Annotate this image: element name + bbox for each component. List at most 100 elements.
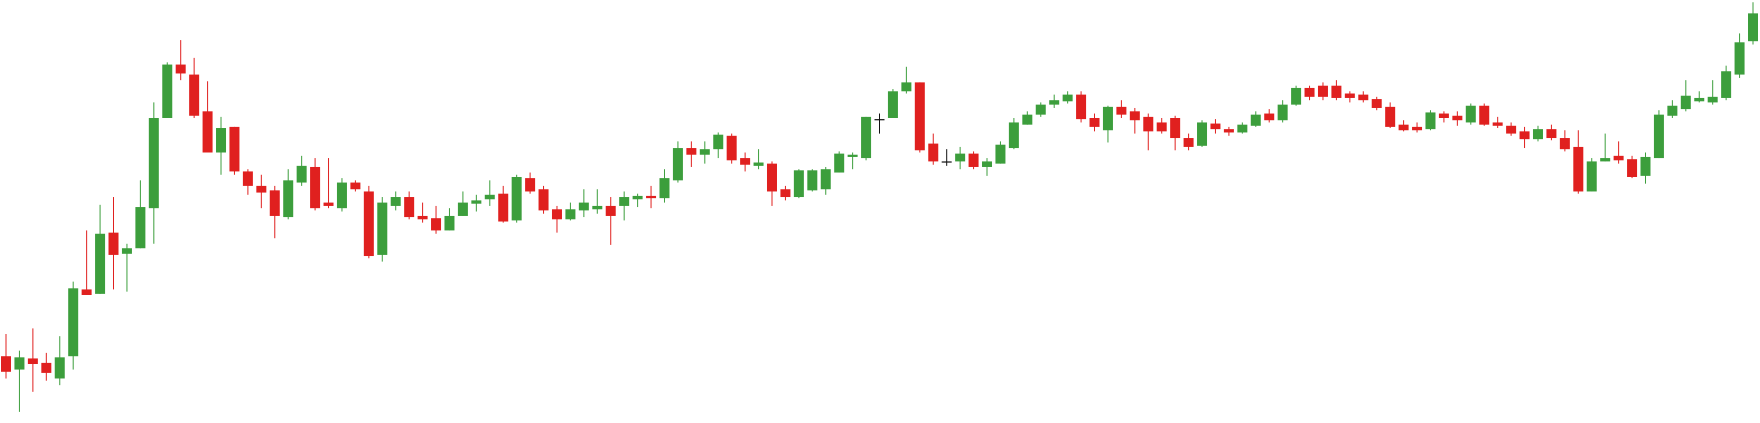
candle-body bbox=[578, 202, 589, 211]
candle-body bbox=[901, 82, 912, 92]
candle-body bbox=[1573, 146, 1584, 192]
candle-body bbox=[511, 176, 522, 221]
candle-body bbox=[740, 158, 751, 165]
candle-body bbox=[1076, 94, 1087, 120]
candle-body bbox=[1586, 161, 1597, 192]
candle-body bbox=[1667, 105, 1678, 116]
candle-body bbox=[14, 357, 25, 370]
candle-body bbox=[793, 170, 804, 198]
candle-body bbox=[928, 143, 939, 162]
candle-body bbox=[1317, 85, 1328, 97]
candle-body bbox=[1277, 104, 1288, 121]
candle-body bbox=[1412, 126, 1423, 131]
candle-body bbox=[1371, 99, 1382, 108]
candle-body bbox=[269, 190, 280, 216]
candle-body bbox=[68, 288, 79, 357]
candle-body bbox=[336, 182, 347, 209]
candle-body bbox=[310, 166, 321, 209]
candle-body bbox=[175, 64, 186, 74]
candle-body bbox=[216, 128, 227, 153]
candle-body bbox=[726, 135, 737, 161]
candle-body bbox=[1008, 122, 1019, 149]
candle-body bbox=[1264, 113, 1275, 121]
candle-body bbox=[121, 248, 132, 254]
candle-body bbox=[1492, 122, 1503, 126]
candle-body bbox=[646, 195, 657, 199]
candle-body bbox=[1250, 114, 1261, 126]
candle-body bbox=[444, 215, 455, 231]
candle-body bbox=[941, 161, 952, 163]
candle-body bbox=[1304, 87, 1315, 97]
candle-body bbox=[350, 182, 361, 190]
candle-body bbox=[377, 202, 388, 255]
candle-body bbox=[148, 117, 159, 209]
candle-body bbox=[323, 202, 334, 206]
candle-body bbox=[1089, 117, 1100, 127]
candle-body bbox=[1721, 71, 1732, 98]
candle-body bbox=[955, 153, 966, 162]
candle-body bbox=[417, 215, 428, 220]
candle-body bbox=[525, 178, 536, 192]
candle-body bbox=[95, 233, 106, 294]
candle-body bbox=[1358, 94, 1369, 101]
candle-body bbox=[283, 180, 294, 218]
candle-body bbox=[699, 149, 710, 155]
candle-body bbox=[1062, 94, 1073, 102]
candle-body bbox=[1210, 123, 1221, 130]
candle-body bbox=[135, 207, 146, 249]
candle-body bbox=[753, 162, 764, 166]
candle-body bbox=[592, 205, 603, 210]
candle-body bbox=[1331, 85, 1342, 98]
candle-body bbox=[968, 153, 979, 167]
candle-body bbox=[1183, 138, 1194, 147]
candle-body bbox=[202, 111, 213, 153]
candle-body bbox=[834, 153, 845, 173]
candle-body bbox=[363, 191, 374, 257]
candle-body bbox=[1237, 124, 1248, 133]
candle-body bbox=[1344, 93, 1355, 98]
candle-body bbox=[404, 197, 415, 218]
candle-body bbox=[672, 148, 683, 181]
candle-body bbox=[1600, 158, 1611, 162]
candle-body bbox=[605, 205, 616, 216]
candle-body bbox=[632, 195, 643, 200]
candle-body bbox=[162, 64, 173, 118]
candle-body bbox=[1653, 114, 1664, 159]
candle-body bbox=[1694, 97, 1705, 102]
candle-body bbox=[1748, 13, 1758, 42]
candle-body bbox=[256, 185, 267, 193]
candle-body bbox=[1102, 106, 1113, 131]
candle-body bbox=[296, 165, 307, 183]
candle-body bbox=[1479, 105, 1490, 125]
candle-body bbox=[861, 116, 872, 159]
candle-body bbox=[565, 209, 576, 220]
candle-body bbox=[619, 197, 630, 206]
candle-body bbox=[1116, 106, 1127, 115]
candle-body bbox=[54, 357, 65, 379]
candle-body bbox=[1291, 87, 1302, 105]
candle-body bbox=[1129, 111, 1140, 121]
candle-body bbox=[41, 362, 52, 373]
candle-body bbox=[242, 171, 253, 186]
candle-body bbox=[995, 144, 1006, 164]
candle-body bbox=[1519, 131, 1530, 140]
candle-body bbox=[713, 134, 724, 150]
candle-body bbox=[1425, 112, 1436, 130]
candle-body bbox=[498, 193, 509, 222]
candle-body bbox=[1640, 156, 1651, 176]
candle-body bbox=[887, 91, 898, 118]
candle-body bbox=[81, 289, 92, 295]
candle-body bbox=[1049, 100, 1060, 105]
candle-body bbox=[1156, 122, 1167, 132]
candle-body bbox=[766, 163, 777, 192]
candle-body bbox=[686, 148, 697, 155]
candle-body bbox=[1170, 117, 1181, 139]
candle-body bbox=[780, 189, 791, 198]
candle-body bbox=[538, 189, 549, 211]
candle-body bbox=[1398, 124, 1409, 131]
candle-body bbox=[1197, 122, 1208, 146]
candle-body bbox=[982, 161, 993, 167]
candle-body bbox=[390, 197, 401, 206]
candle-body bbox=[1613, 155, 1624, 161]
candle-body bbox=[874, 119, 885, 121]
